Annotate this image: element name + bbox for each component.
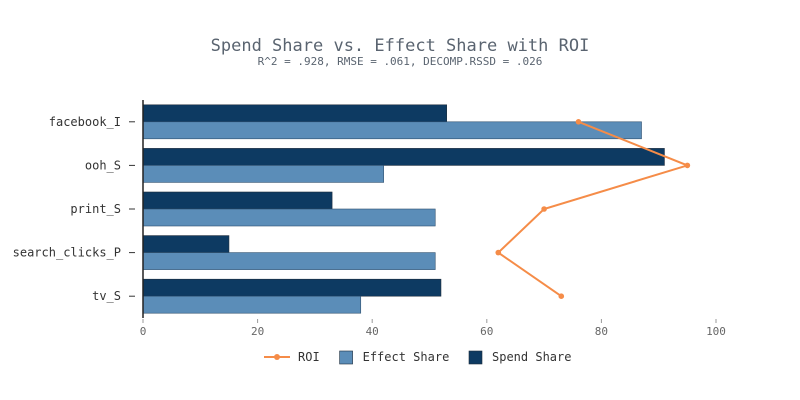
x-tick-label: 40 (366, 325, 379, 338)
plot-area: facebook_I ooh_S print_S search_clicks_P tv_… (13, 100, 726, 338)
x-tick-label: 20 (251, 325, 264, 338)
chart-title: Spend Share vs. Effect Share with ROI (211, 36, 590, 56)
effect-share-bar (142, 165, 384, 183)
x-tick-label: 0 (140, 325, 147, 338)
effect-share-bar (142, 121, 642, 140)
spend-share-bar (142, 235, 230, 253)
roi-point (495, 249, 502, 256)
chart-subtitle: R^2 = .928, RMSE = .061, DECOMP.RSSD = .… (258, 55, 543, 68)
spend-share-bar (142, 191, 333, 210)
legend: ROI Effect Share Spend Share (264, 350, 571, 365)
roi-line (496, 120, 691, 298)
y-tick-label: facebook_I (49, 115, 121, 129)
legend-swatch (339, 350, 353, 365)
y-tick-label: ooh_S (85, 158, 121, 172)
roi-point (575, 119, 582, 125)
effect-share-bar (142, 252, 436, 270)
roi-point (541, 206, 547, 212)
x-tick-label: 60 (480, 325, 493, 338)
legend-roi-marker (274, 354, 280, 360)
legend-label: Spend Share (492, 350, 571, 364)
legend-swatch (468, 350, 483, 365)
y-tick-label: tv_S (92, 289, 121, 303)
spend-share-bar (142, 104, 447, 123)
x-tick-label: 100 (706, 325, 726, 338)
spend-share-bar (142, 278, 442, 297)
effect-share-bar (142, 208, 436, 227)
roi-point (558, 293, 565, 300)
y-tick-label: print_S (70, 202, 121, 216)
spend-share-bar (142, 148, 665, 166)
legend-label: Effect Share (363, 350, 450, 364)
legend-label: ROI (298, 350, 320, 364)
effect-share-bar (142, 295, 362, 314)
roi-point (684, 162, 691, 169)
y-tick-label: search_clicks_P (13, 246, 121, 260)
x-tick-label: 80 (595, 325, 608, 338)
